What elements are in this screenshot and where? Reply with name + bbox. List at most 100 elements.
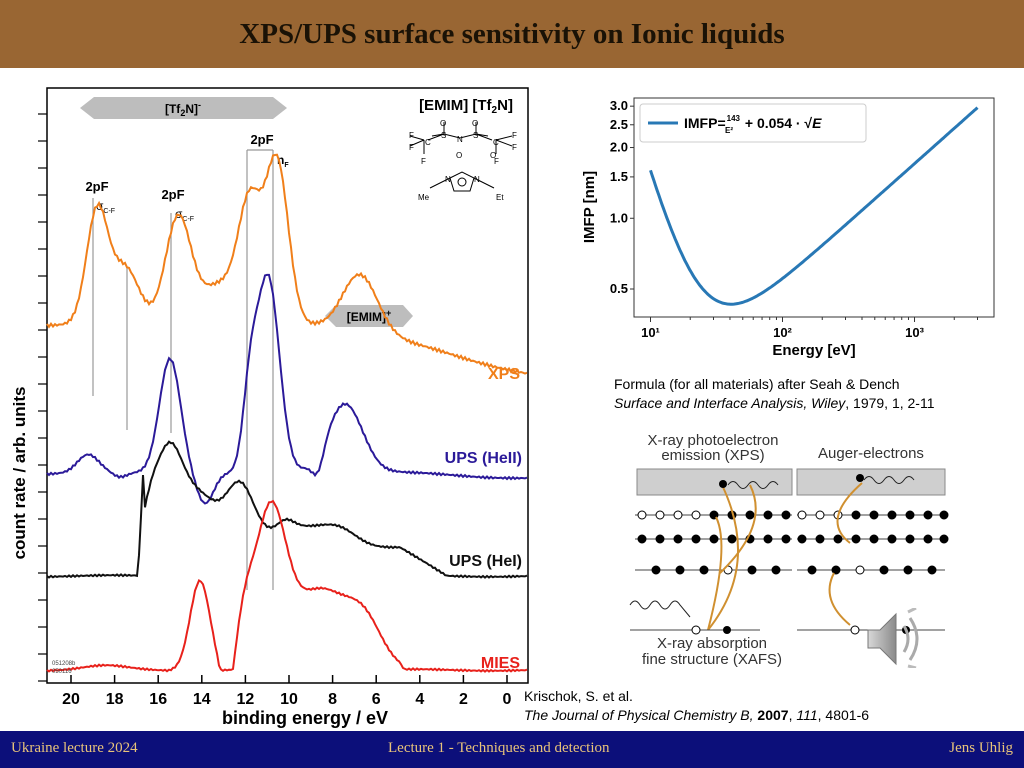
lattice-atom: [763, 534, 773, 544]
tf2n-bar-label: [Tf2N]-: [165, 100, 201, 118]
lattice-atom: [869, 534, 879, 544]
imfp-ytick-label: 1.0: [610, 210, 628, 225]
series-label-ups-hei: UPS (HeI): [449, 553, 522, 570]
xps-schematic-title-1: X-ray photoelectron: [648, 432, 779, 449]
lattice-atom: [781, 510, 791, 520]
seah-line2: Surface and Interface Analysis, Wiley, 1…: [614, 394, 935, 413]
lattice-atom: [905, 510, 915, 520]
lattice-atom: [797, 534, 807, 544]
auger-schematic-title: Auger-electrons: [818, 445, 924, 462]
svg-text:C: C: [493, 138, 499, 147]
svg-text:O: O: [490, 151, 496, 160]
svg-text:O: O: [472, 119, 478, 128]
svg-text:N: N: [457, 135, 463, 144]
imfp-xlabel: Energy [eV]: [772, 342, 855, 359]
xray-wave-in: [629, 600, 691, 618]
lattice-atom: [747, 565, 757, 575]
xps-auger-schematic: X-ray photoelectron emission (XPS) Auger…: [629, 432, 949, 668]
lattice-atom: [763, 510, 773, 520]
xps-curve: [46, 153, 528, 375]
auger-electron-dot: [856, 474, 864, 482]
tf2n-range-bar: [80, 97, 287, 119]
peak-label-2pF-right: 2pF: [250, 132, 273, 147]
lattice-atom: [637, 510, 647, 520]
core-hole-auger: [850, 625, 860, 635]
lattice-atom: [691, 534, 701, 544]
photoelectron-dot: [719, 480, 727, 488]
spectra-xtick-label: 16: [149, 691, 167, 708]
footer-center: Lecture 1 - Techniques and detection: [388, 740, 610, 756]
seah-reference: Formula (for all materials) after Seah &…: [614, 375, 935, 413]
lattice-atom: [815, 534, 825, 544]
spectra-xtick-label: 20: [62, 691, 80, 708]
auger-wave: [863, 476, 915, 484]
footer-right: Jens Uhlig: [949, 740, 1013, 756]
imfp-x-ticks: 10¹ 10² 10³: [641, 317, 979, 340]
footer-bar: Ukraine lecture 2024 Lecture 1 - Techniq…: [0, 731, 1024, 768]
lattice-atom: [939, 510, 949, 520]
svg-text:F: F: [512, 143, 517, 152]
svg-text:F: F: [421, 157, 426, 166]
lattice-atom: [869, 510, 879, 520]
spectra-xtick-label: 12: [237, 691, 255, 708]
ups-hei-curve: [46, 440, 528, 579]
ups-heii-curve: [46, 273, 528, 505]
atom-lattice: [635, 510, 949, 575]
lattice-atom: [923, 510, 933, 520]
footer-left: Ukraine lecture 2024: [11, 740, 138, 756]
krischok-line2: The Journal of Physical Chemistry B, 200…: [524, 707, 870, 723]
spectra-xtick-label: 18: [106, 691, 124, 708]
xps-schematic-title-2: emission (XPS): [661, 447, 764, 464]
lattice-atom: [655, 534, 665, 544]
krischok-journal: The Journal of Physical Chemistry B,: [524, 707, 754, 723]
spectra-ylabel: count rate / arb. units: [10, 387, 29, 560]
core-electron-xps: [723, 626, 731, 634]
imfp-ytick-label: 3.0: [610, 98, 628, 113]
krischok-line1: Krischok, S. et al.: [524, 688, 633, 704]
lattice-atom: [727, 534, 737, 544]
lattice-atom: [887, 534, 897, 544]
spectra-x-ticks: 20 18 16 14 12 10 8 6 4 2 0: [62, 675, 512, 708]
lattice-atom: [673, 510, 683, 520]
speaker-icon[interactable]: [864, 608, 934, 668]
lattice-atom: [831, 565, 841, 575]
svg-text:S: S: [473, 131, 478, 140]
lattice-atom: [675, 565, 685, 575]
svg-text:O: O: [440, 119, 446, 128]
peak-label-2pF-mid: 2pF: [161, 187, 184, 202]
spectra-xtick-label: 2: [459, 691, 468, 708]
imfp-chart: 0.5 1.0 1.5 2.0 2.5 3.0 10¹ 10² 10³ IMFP=143 E² …: [581, 97, 995, 359]
auger-surface-block: [796, 468, 946, 496]
spectra-figure: count rate / arb. units 20 18 16 14 12 10 8 6 4 2…: [10, 87, 529, 728]
spectra-plot-frame: [46, 87, 529, 684]
krischok-reference: Krischok, S. et al. The Journal of Physi…: [524, 687, 869, 725]
svg-text:O: O: [456, 151, 462, 160]
photoelectron-wave: [727, 481, 779, 489]
emim-bar-label: [EMIM]+: [347, 308, 392, 324]
lattice-atom: [655, 510, 665, 520]
spectra-xtick-label: 6: [372, 691, 381, 708]
electron-paths: [707, 482, 863, 631]
krischok-volume: 111: [796, 707, 818, 723]
lattice-atom: [699, 565, 709, 575]
imfp-xtick-label: 10²: [773, 325, 792, 340]
peak-label-2pF-left: 2pF: [85, 179, 108, 194]
svg-text:C: C: [425, 138, 431, 147]
lattice-atom: [807, 565, 817, 575]
lattice-atom: [855, 565, 865, 575]
imfp-curve: [649, 106, 979, 306]
lattice-atom: [709, 534, 719, 544]
lattice-atom: [781, 534, 791, 544]
imfp-plot-frame: [633, 97, 995, 318]
lattice-atom: [905, 534, 915, 544]
imfp-legend-text: IMFP=143 E² + 0.054 · √E: [684, 114, 822, 135]
imfp-y-ticks: 0.5 1.0 1.5 2.0 2.5 3.0: [610, 98, 634, 296]
xafs-label-1: X-ray absorption: [657, 635, 767, 652]
spectra-xtick-label: 4: [415, 691, 424, 708]
core-hole-xps: [691, 625, 701, 635]
imfp-xtick-label: 10³: [905, 325, 924, 340]
lattice-atom: [851, 534, 861, 544]
lattice-atom: [927, 565, 937, 575]
